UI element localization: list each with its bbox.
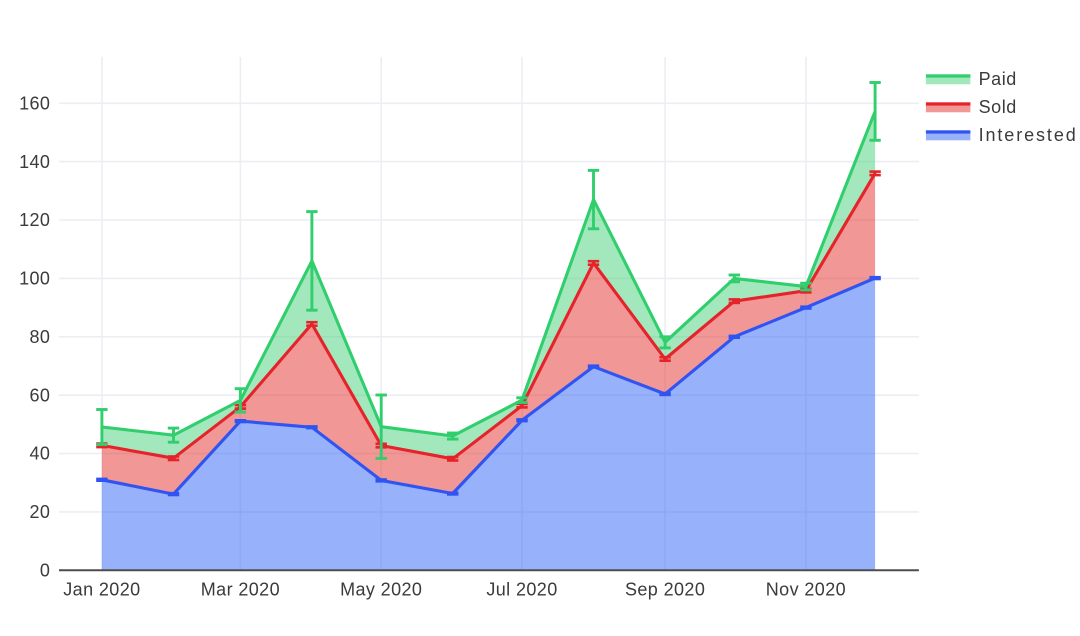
svg-text:Jan 2020: Jan 2020: [63, 580, 140, 600]
svg-text:40: 40: [29, 444, 50, 464]
svg-text:120: 120: [19, 210, 50, 230]
svg-text:May 2020: May 2020: [340, 580, 422, 600]
svg-text:20: 20: [29, 502, 50, 522]
svg-text:Mar 2020: Mar 2020: [201, 580, 280, 600]
svg-text:Jul 2020: Jul 2020: [486, 580, 557, 600]
svg-text:160: 160: [19, 94, 50, 114]
svg-text:Sold: Sold: [979, 97, 1017, 117]
svg-text:Paid: Paid: [979, 69, 1017, 89]
svg-text:0: 0: [40, 561, 50, 581]
svg-text:60: 60: [29, 385, 50, 405]
svg-text:100: 100: [19, 269, 50, 289]
svg-text:Sep 2020: Sep 2020: [625, 580, 705, 600]
svg-text:Nov 2020: Nov 2020: [766, 580, 846, 600]
svg-text:Interested: Interested: [979, 125, 1078, 145]
svg-text:140: 140: [19, 152, 50, 172]
svg-text:80: 80: [29, 327, 50, 347]
